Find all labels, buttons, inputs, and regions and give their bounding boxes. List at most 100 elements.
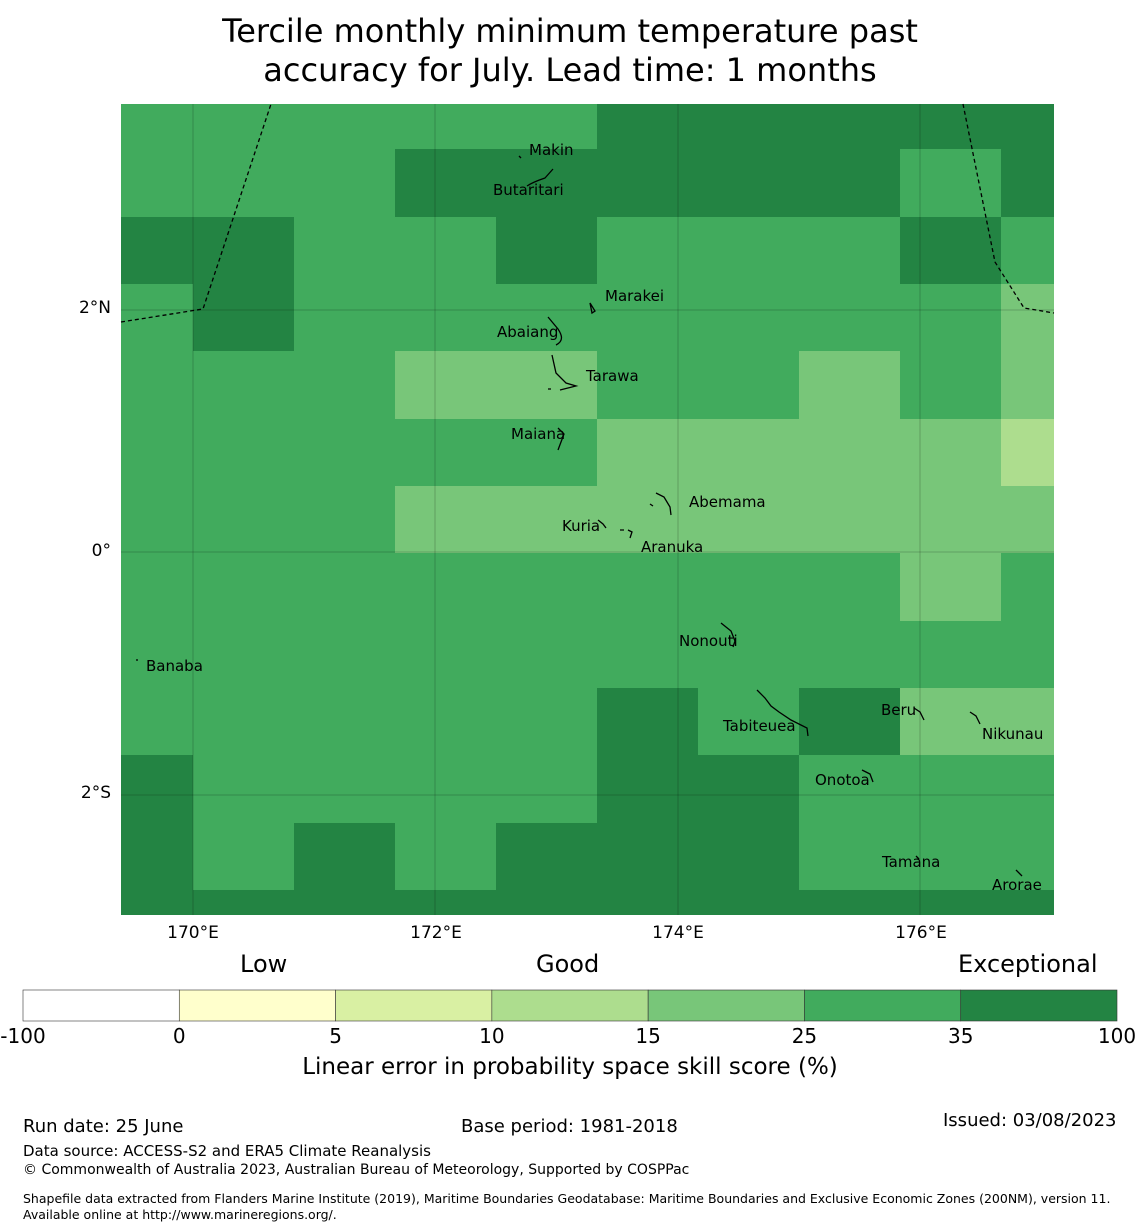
island-nikunau — [969, 711, 981, 725]
colorbar-tick-label: 10 — [479, 1024, 505, 1048]
island-tamana — [915, 855, 920, 860]
lat-label-0: 0° — [91, 541, 111, 561]
colorbar-segment — [804, 989, 962, 1022]
grid-cell — [597, 149, 900, 217]
island-makin — [518, 155, 522, 159]
grid-cell — [496, 823, 799, 890]
grid-cell — [597, 688, 698, 755]
issued-date: Issued: 03/08/2023 — [943, 1110, 1117, 1131]
grid-cell — [900, 217, 1001, 284]
colorbar-segment — [491, 989, 649, 1022]
grid-cell — [900, 351, 1001, 419]
grid-cell — [1001, 553, 1054, 621]
island-label-nikunau: Nikunau — [982, 725, 1043, 743]
grid-cell — [395, 149, 597, 217]
grid-cell — [294, 217, 496, 284]
lon-label-170e: 170°E — [167, 923, 219, 943]
category-low: Low — [240, 950, 288, 978]
grid-cell — [294, 284, 1001, 351]
grid-cell — [121, 104, 597, 149]
colorbar-tick-label: 15 — [635, 1024, 661, 1048]
island-onotoa — [861, 769, 874, 783]
grid-cell — [121, 823, 193, 890]
grid-cell — [395, 486, 1054, 553]
grid-cell — [395, 419, 597, 486]
grid-cell — [121, 351, 395, 419]
grid-cell — [121, 621, 1054, 688]
grid-cell — [799, 351, 900, 419]
grid-cell — [900, 149, 1001, 217]
island-label-beru: Beru — [881, 701, 916, 719]
grid-cell — [121, 755, 193, 823]
colorbar-label: Linear error in probability space skill … — [302, 1054, 838, 1080]
island-marakei — [589, 302, 596, 315]
grid-cell — [121, 419, 395, 486]
grid-cell — [597, 351, 799, 419]
grid-cell — [121, 284, 193, 351]
map-title: Tercile monthly minimum temperature past… — [222, 12, 918, 89]
grid-cell — [193, 755, 597, 823]
grid-cell — [121, 217, 294, 284]
grid-cell — [1001, 284, 1054, 351]
data-source: Data source: ACCESS-S2 and ERA5 Climate … — [23, 1142, 431, 1160]
island-arorae — [1015, 869, 1023, 877]
grid-cell — [597, 755, 799, 823]
colorbar-segment — [22, 989, 180, 1022]
lon-label-176e: 176°E — [895, 923, 947, 943]
island-labels: Makin Butaritari Marakei Abaiang Tarawa Maian… — [146, 141, 1043, 894]
island-label-makin: Makin — [529, 141, 574, 159]
grid-cell — [121, 149, 395, 217]
base-period: Base period: 1981-2018 — [461, 1116, 678, 1137]
island-label-arorae: Arorae — [992, 876, 1042, 894]
island-label-tabiteuea: Tabiteuea — [722, 717, 796, 735]
eez-boundary-west — [120, 103, 272, 323]
copyright: © Commonwealth of Australia 2023, Austra… — [23, 1162, 690, 1178]
island-tarawa — [548, 354, 579, 391]
lat-label-2n: 2°N — [78, 298, 111, 318]
island-aranuka — [627, 529, 633, 539]
graticule-lines — [121, 104, 1054, 915]
grid-cell — [395, 823, 496, 890]
island-kuria — [597, 519, 624, 531]
island-nonouti — [720, 622, 736, 648]
colorbar-tick-label: 35 — [947, 1024, 974, 1048]
grid-cell — [900, 688, 1054, 755]
island-label-tarawa: Tarawa — [585, 367, 639, 385]
category-good: Good — [536, 950, 600, 978]
grid-cell — [597, 104, 1054, 149]
grid-cell — [1001, 217, 1054, 284]
colorbar-segment — [335, 989, 493, 1022]
lon-label-172e: 172°E — [410, 923, 462, 943]
grid-cell — [121, 486, 395, 553]
island-label-kuria: Kuria — [562, 517, 600, 535]
grid-cell — [1001, 351, 1054, 419]
grid-cell — [799, 755, 1054, 823]
island-label-marakei: Marakei — [605, 287, 664, 305]
grid-cell — [193, 823, 294, 890]
grid-cell — [121, 890, 1054, 915]
eez-boundary-east — [962, 103, 1055, 314]
island-outlines — [136, 155, 1023, 877]
colorbar-tick-label: 25 — [791, 1024, 818, 1048]
eez-boundaries — [120, 103, 1055, 323]
island-maiana — [557, 427, 565, 451]
colorbar-tick-label: 0 — [172, 1024, 186, 1048]
grid-cell — [900, 553, 1001, 621]
colorbar-tick-label: -100 — [0, 1024, 46, 1048]
grid-cell — [496, 217, 597, 284]
category-exceptional: Exceptional — [958, 950, 1098, 978]
grid-cell — [121, 688, 597, 755]
grid-cell — [193, 284, 294, 351]
island-beru — [913, 707, 925, 721]
grid-cell — [597, 217, 900, 284]
shapefile-credit: Shapefile data extracted from Flanders M… — [23, 1191, 1111, 1222]
grid-cell — [294, 823, 395, 890]
colorbar-tick-label: 5 — [329, 1024, 342, 1048]
colorbar-segment — [178, 989, 336, 1022]
skill-grid — [121, 104, 1054, 915]
island-butaritari — [526, 168, 554, 187]
grid-cell — [799, 823, 1054, 890]
island-label-maiana: Maiana — [511, 425, 565, 443]
island-label-onotoa: Onotoa — [815, 771, 870, 789]
